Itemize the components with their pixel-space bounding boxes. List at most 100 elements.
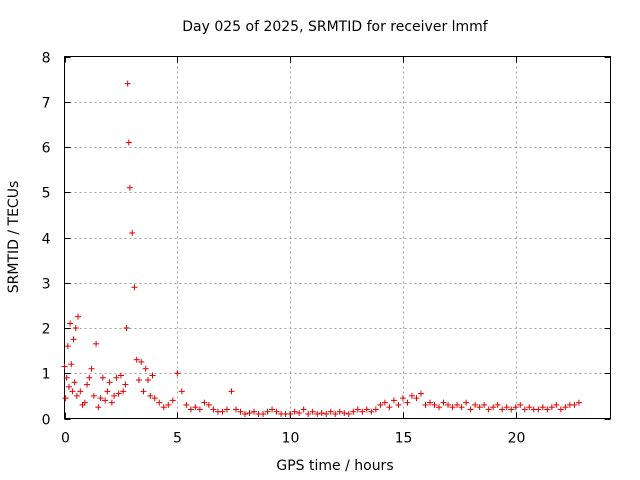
data-point [386,404,393,411]
data-point [508,406,515,413]
data-point [381,399,388,406]
data-point [205,401,212,408]
data-point [210,406,217,413]
data-point [201,399,208,406]
data-point [104,388,111,395]
data-point [124,80,131,87]
data-point [95,404,102,411]
data-point [160,404,167,411]
data-point [219,408,226,415]
data-point [472,401,479,408]
data-point [291,408,298,415]
data-point [395,401,402,408]
data-point [332,410,339,417]
data-point [517,401,524,408]
data-point [512,404,519,411]
y-tick-label: 4 [42,232,51,248]
data-point [113,374,120,381]
data-point [481,401,488,408]
data-point [399,395,406,402]
data-point [97,395,104,402]
chart-title: Day 025 of 2025, SRMTID for receiver lmm… [182,19,489,35]
data-point [187,406,194,413]
data-point [427,399,434,406]
data-point [81,399,88,406]
y-axis-label: SRMTID / TECUs [6,181,22,294]
data-point [422,401,429,408]
data-series [61,80,582,417]
data-point [431,401,438,408]
y-tick-label: 2 [42,322,51,338]
data-point [122,381,129,388]
data-point [86,374,93,381]
y-tick-label: 0 [42,413,51,429]
data-point [62,395,69,402]
data-point [503,404,510,411]
data-point [449,404,456,411]
data-point [264,408,271,415]
data-point [67,320,74,327]
grid [64,56,611,419]
data-point [494,401,501,408]
data-point [521,406,528,413]
data-point [260,410,267,417]
data-point [300,406,307,413]
data-point [336,408,343,415]
data-point [70,336,77,343]
data-point [111,392,118,399]
data-point [77,388,84,395]
data-point [102,397,109,404]
data-point [138,358,145,365]
data-point [363,406,370,413]
data-point [142,365,149,372]
data-point [140,388,147,395]
data-point [535,406,542,413]
data-point [323,410,330,417]
data-point [445,401,452,408]
data-point [575,399,582,406]
data-point [144,377,151,384]
data-point [174,370,181,377]
data-point [458,404,465,411]
data-point [305,410,312,417]
data-point [133,356,140,363]
data-point [135,377,142,384]
y-tick-label: 1 [42,367,51,383]
x-axis: 0 5 10 15 20 [61,56,525,447]
data-point [149,372,156,379]
data-point [359,408,366,415]
x-tick-label: 10 [282,431,300,447]
data-point [115,390,122,397]
data-point [571,401,578,408]
y-tick-label: 7 [42,96,51,112]
y-tick-label: 5 [42,186,51,202]
data-point [196,406,203,413]
data-point [147,392,154,399]
data-point [131,284,138,291]
y-tick-label: 3 [42,277,51,293]
data-point [454,401,461,408]
x-tick-label: 15 [395,431,413,447]
data-point [318,410,325,417]
plot-frame [64,56,611,419]
data-point [71,379,78,386]
data-point [350,408,357,415]
data-point [72,325,79,331]
data-point [296,410,303,417]
data-point [372,406,379,413]
data-point [327,408,334,415]
data-point [490,404,497,411]
data-point [241,410,248,417]
data-point [440,399,447,406]
data-point [99,374,106,381]
data-point [413,395,420,402]
data-point [404,399,411,406]
x-axis-label: GPS time / hours [276,458,393,474]
data-point [117,372,124,379]
data-point [377,401,384,408]
data-point [287,410,294,417]
data-point [64,343,71,350]
data-point [544,406,551,413]
data-point [84,381,91,388]
